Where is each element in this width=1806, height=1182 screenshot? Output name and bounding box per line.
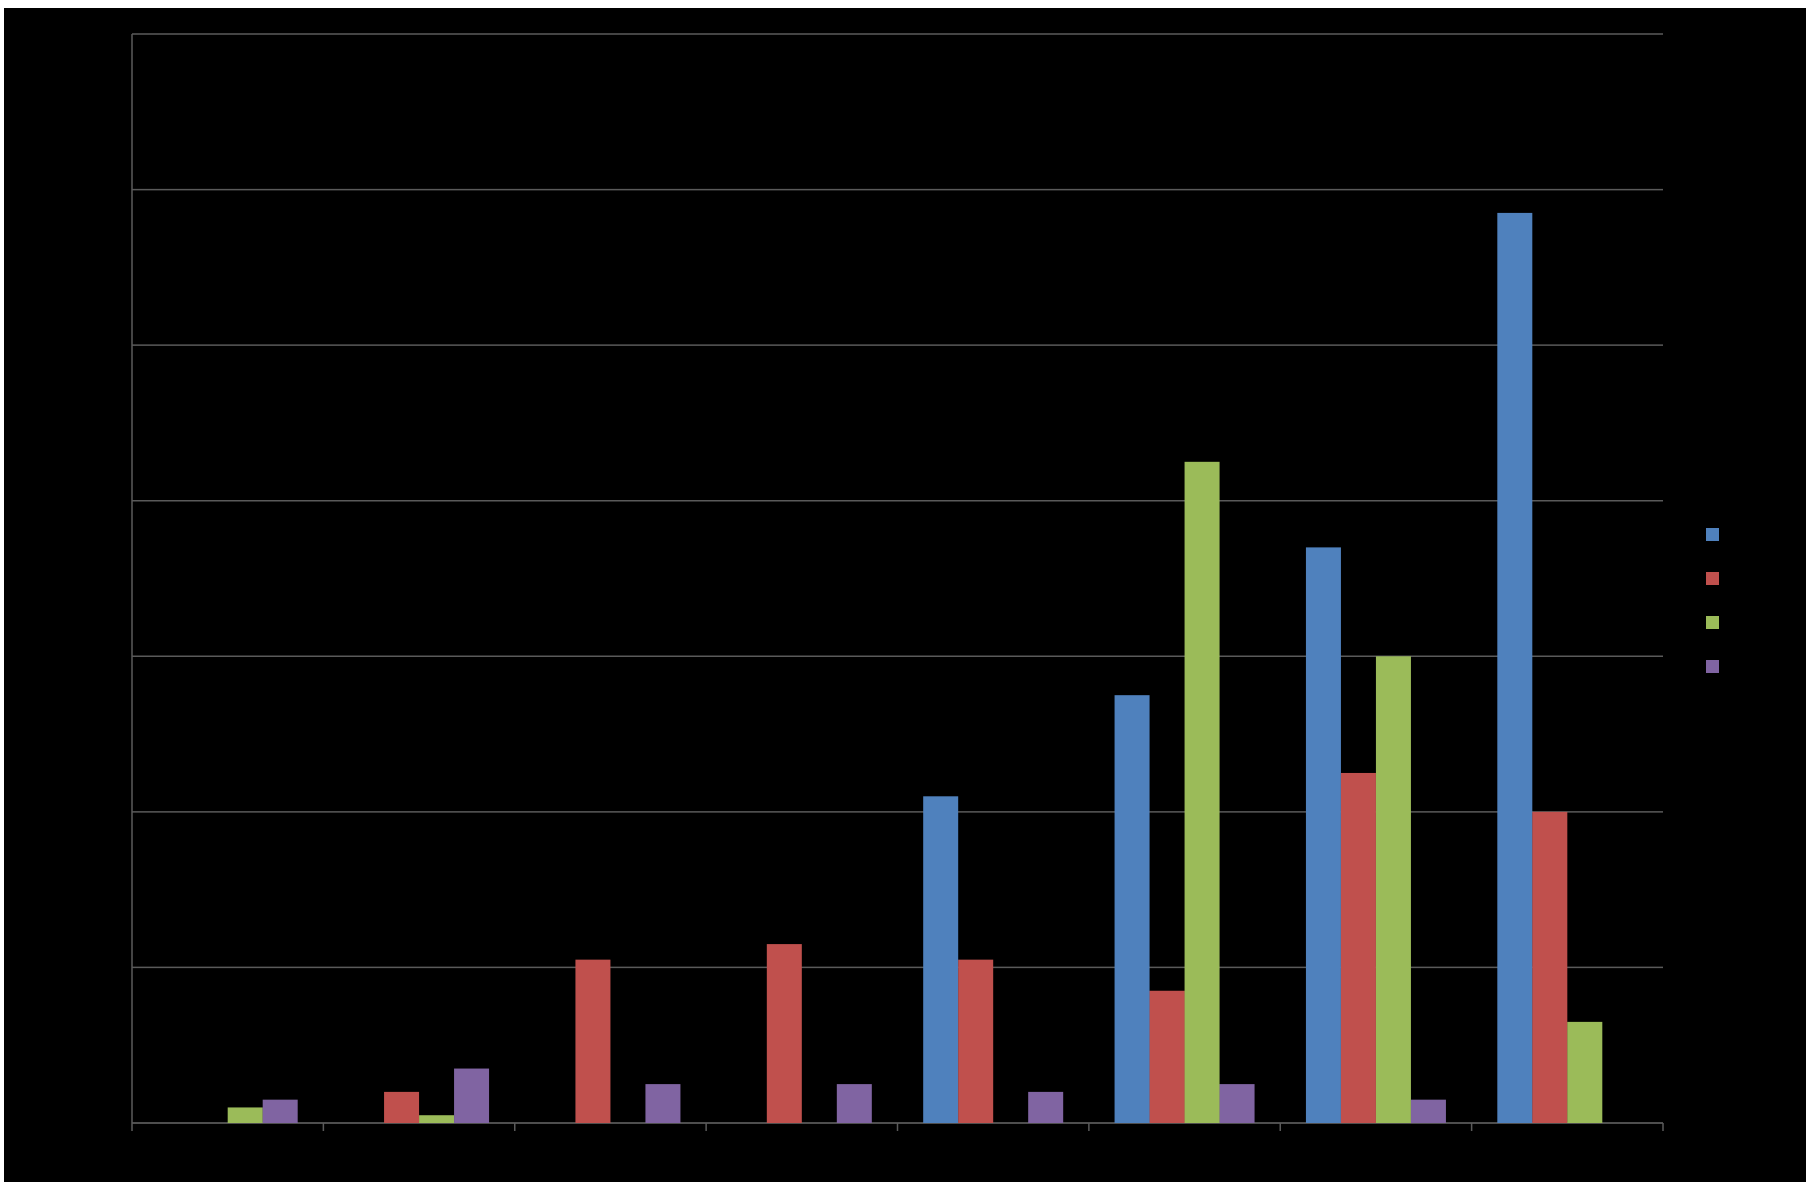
- bar: [1567, 1021, 1603, 1123]
- legend-swatch: [1706, 528, 1719, 541]
- bar: [958, 959, 994, 1123]
- legend-swatch: [1706, 572, 1719, 585]
- bar: [575, 959, 611, 1123]
- bar: [227, 1107, 263, 1123]
- bar: [1497, 212, 1533, 1123]
- bar: [1410, 1099, 1446, 1123]
- bar: [262, 1099, 298, 1123]
- gridlines: [132, 33, 1663, 1124]
- bar: [645, 1084, 681, 1123]
- bar: [1028, 1091, 1064, 1123]
- bar: [1149, 990, 1185, 1123]
- bar: [384, 1091, 420, 1123]
- bar: [1532, 811, 1568, 1123]
- bar: [1375, 656, 1411, 1123]
- bar: [1305, 547, 1341, 1123]
- bar: [1219, 1084, 1255, 1123]
- bars: [227, 212, 1603, 1124]
- bar: [454, 1068, 490, 1123]
- legend: [1706, 528, 1719, 673]
- bar: [836, 1084, 872, 1123]
- bar-chart: [131, 33, 1719, 1131]
- bar: [923, 796, 959, 1123]
- legend-swatch: [1706, 660, 1719, 673]
- axes: [131, 34, 1664, 1131]
- chart-frame: [4, 8, 1806, 1182]
- bar: [766, 944, 802, 1123]
- bar: [1184, 461, 1220, 1124]
- bar: [1340, 772, 1376, 1123]
- bar: [1114, 695, 1150, 1123]
- legend-swatch: [1706, 616, 1719, 629]
- bar: [419, 1115, 455, 1123]
